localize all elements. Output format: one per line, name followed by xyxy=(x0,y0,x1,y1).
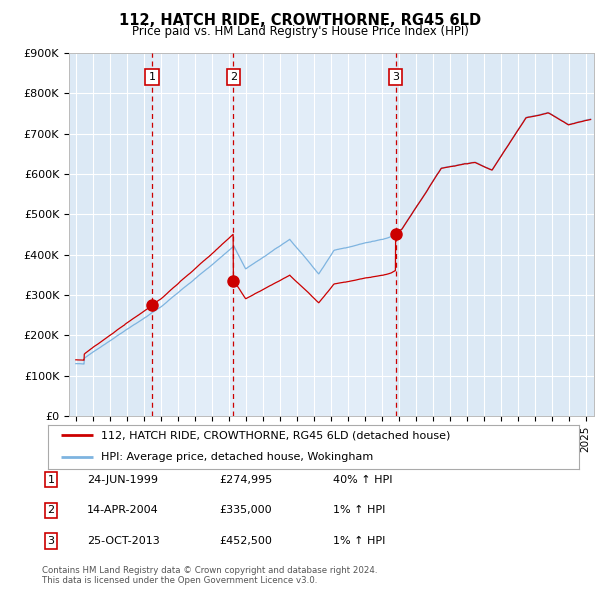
Text: Price paid vs. HM Land Registry's House Price Index (HPI): Price paid vs. HM Land Registry's House … xyxy=(131,25,469,38)
Text: 14-APR-2004: 14-APR-2004 xyxy=(87,506,159,515)
Text: 112, HATCH RIDE, CROWTHORNE, RG45 6LD (detached house): 112, HATCH RIDE, CROWTHORNE, RG45 6LD (d… xyxy=(101,431,451,440)
Text: £452,500: £452,500 xyxy=(219,536,272,546)
Text: 1: 1 xyxy=(47,475,55,484)
Text: 3: 3 xyxy=(392,73,399,82)
Text: Contains HM Land Registry data © Crown copyright and database right 2024.: Contains HM Land Registry data © Crown c… xyxy=(42,566,377,575)
Text: 40% ↑ HPI: 40% ↑ HPI xyxy=(333,475,392,484)
Text: This data is licensed under the Open Government Licence v3.0.: This data is licensed under the Open Gov… xyxy=(42,576,317,585)
Text: HPI: Average price, detached house, Wokingham: HPI: Average price, detached house, Woki… xyxy=(101,452,373,461)
Text: 1% ↑ HPI: 1% ↑ HPI xyxy=(333,506,385,515)
Text: 24-JUN-1999: 24-JUN-1999 xyxy=(87,475,158,484)
Text: £335,000: £335,000 xyxy=(219,506,272,515)
Text: £274,995: £274,995 xyxy=(219,475,272,484)
Bar xyxy=(233,53,395,416)
Text: 2: 2 xyxy=(47,506,55,515)
Text: 1% ↑ HPI: 1% ↑ HPI xyxy=(333,536,385,546)
Text: 25-OCT-2013: 25-OCT-2013 xyxy=(87,536,160,546)
Text: 2: 2 xyxy=(230,73,237,82)
Text: 1: 1 xyxy=(148,73,155,82)
Bar xyxy=(152,53,233,416)
Bar xyxy=(69,53,152,416)
Text: 3: 3 xyxy=(47,536,55,546)
Text: 112, HATCH RIDE, CROWTHORNE, RG45 6LD: 112, HATCH RIDE, CROWTHORNE, RG45 6LD xyxy=(119,13,481,28)
